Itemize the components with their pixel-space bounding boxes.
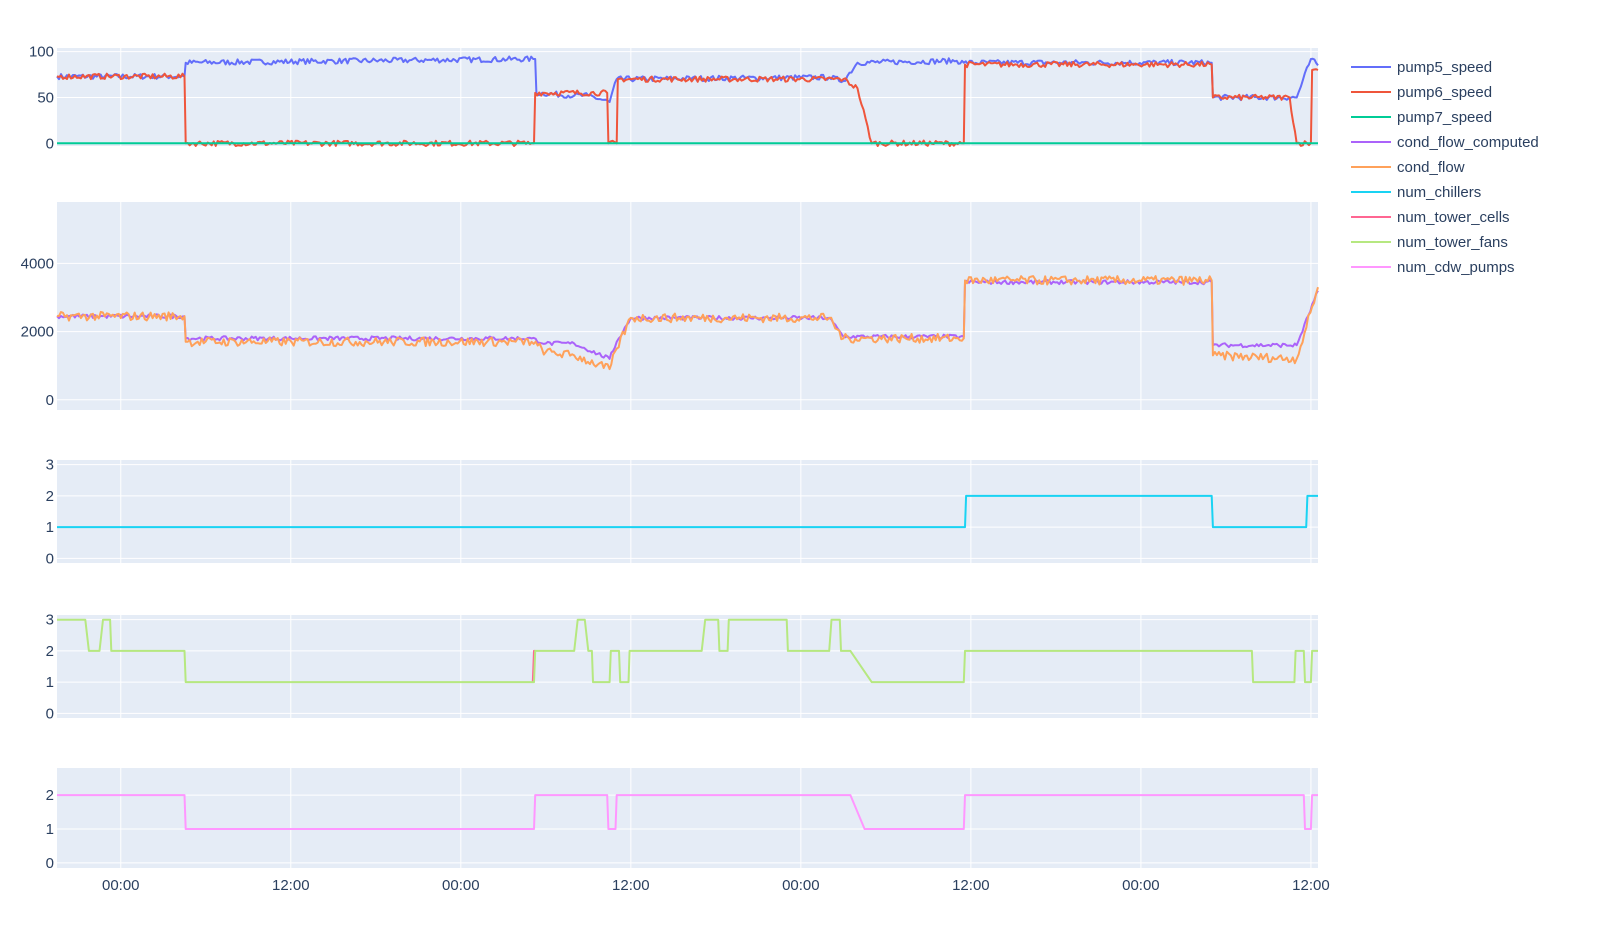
plot-background <box>57 202 1318 410</box>
series-line-pump6-speed <box>56 60 1319 147</box>
x-tick-label: 00:00 <box>1122 877 1160 894</box>
legend-item-num-chillers[interactable]: num_chillers <box>1351 184 1481 201</box>
legend-label: pump5_speed <box>1397 59 1492 76</box>
y-tick-label: 2 <box>46 787 54 804</box>
legend-label: pump7_speed <box>1397 109 1492 126</box>
y-tick-label: 0 <box>46 392 54 409</box>
subplot-panels: 0 50 100 0 2000 4000 0 1 2 3 0 1 2 3 0 1 2 <box>21 44 1319 872</box>
x-tick-label: 00:00 <box>782 877 820 894</box>
x-tick-label: 12:00 <box>612 877 650 894</box>
legend-label: num_chillers <box>1397 184 1481 201</box>
x-tick-label: 12:00 <box>952 877 990 894</box>
series-line-cond-flow <box>56 275 1319 371</box>
legend-item-cond-flow[interactable]: cond_flow <box>1351 159 1465 176</box>
y-tick-label: 3 <box>46 457 54 474</box>
legend[interactable]: pump5_speed pump6_speed pump7_speed cond_fl… <box>1351 59 1539 276</box>
y-tick-label: 1 <box>46 674 54 691</box>
legend-item-num-cdw-pumps[interactable]: num_cdw_pumps <box>1351 259 1515 276</box>
subplot-panel-1: 0 50 100 <box>29 44 1319 152</box>
y-tick-label: 100 <box>29 44 54 61</box>
legend-label: cond_flow <box>1397 159 1465 176</box>
legend-item-num-tower-fans[interactable]: num_tower_fans <box>1351 234 1508 251</box>
legend-label: pump6_speed <box>1397 84 1492 101</box>
subplot-panel-4: 0 1 2 3 <box>46 612 1318 722</box>
y-tick-label: 1 <box>46 821 54 838</box>
y-tick-label: 4000 <box>21 255 54 272</box>
legend-label: cond_flow_computed <box>1397 134 1539 151</box>
legend-item-pump5-speed[interactable]: pump5_speed <box>1351 59 1492 76</box>
y-tick-label: 0 <box>46 705 54 722</box>
series-line-num-cdw-pumps <box>57 794 1318 830</box>
y-tick-label: 3 <box>46 612 54 629</box>
legend-item-num-tower-cells[interactable]: num_tower_cells <box>1351 209 1510 226</box>
x-axis: 00:00 12:00 00:00 12:00 00:00 12:00 00:00 12:00 <box>102 877 1330 894</box>
subplot-panel-3: 0 1 2 3 <box>46 457 1318 567</box>
series-line-pump5-speed <box>56 55 1319 103</box>
x-tick-label: 00:00 <box>102 877 140 894</box>
y-tick-label: 0 <box>46 550 54 567</box>
y-tick-label: 0 <box>46 855 54 872</box>
series-line-num-tower-fans <box>57 618 1318 684</box>
legend-item-pump6-speed[interactable]: pump6_speed <box>1351 84 1492 101</box>
y-tick-label: 2 <box>46 488 54 505</box>
x-tick-label: 12:00 <box>1292 877 1330 894</box>
legend-label: num_tower_fans <box>1397 234 1508 251</box>
legend-item-cond-flow-computed[interactable]: cond_flow_computed <box>1351 134 1539 151</box>
subplot-panel-5: 0 1 2 <box>46 768 1318 872</box>
legend-label: num_cdw_pumps <box>1397 259 1515 276</box>
plot-background <box>57 615 1318 718</box>
series-line-num-chillers <box>57 494 1318 529</box>
plot-background <box>57 768 1318 868</box>
legend-item-pump7-speed[interactable]: pump7_speed <box>1351 109 1492 126</box>
plot-background <box>57 460 1318 563</box>
legend-label: num_tower_cells <box>1397 209 1510 226</box>
y-tick-label: 2000 <box>21 324 54 341</box>
y-tick-label: 2 <box>46 643 54 660</box>
y-tick-label: 50 <box>37 89 54 106</box>
subplot-panel-2: 0 2000 4000 <box>21 202 1319 410</box>
x-tick-label: 00:00 <box>442 877 480 894</box>
y-tick-label: 1 <box>46 519 54 536</box>
y-tick-label: 0 <box>46 135 54 152</box>
x-tick-label: 12:00 <box>272 877 310 894</box>
